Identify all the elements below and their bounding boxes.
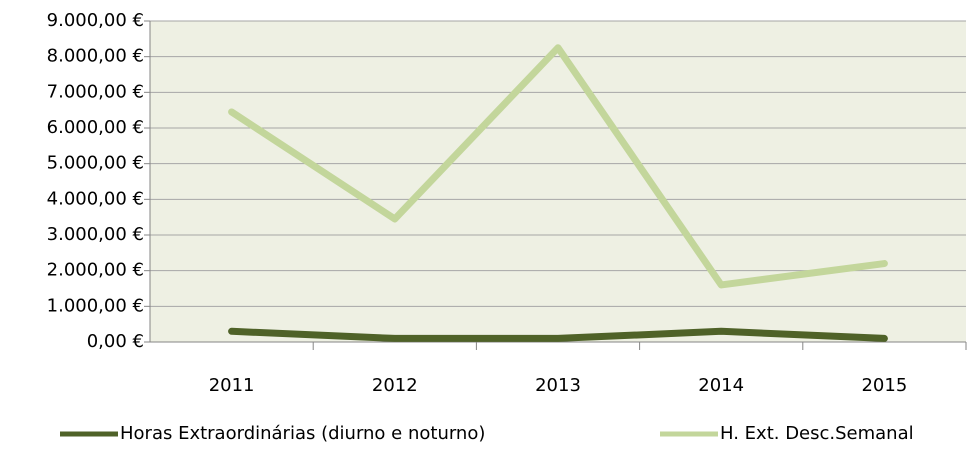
y-tick-label: 9.000,00 € <box>47 10 144 31</box>
series-line <box>228 327 888 342</box>
legend-label: H. Ext. Desc.Semanal <box>720 423 914 444</box>
x-tick-label: 2015 <box>861 375 907 396</box>
y-tick-label: 4.000,00 € <box>47 188 144 209</box>
y-tick-label: 1.000,00 € <box>47 295 144 316</box>
legend-label: Horas Extraordinárias (diurno e noturno) <box>120 423 485 444</box>
series-line <box>228 44 888 289</box>
x-tick-label: 2011 <box>209 375 255 396</box>
x-tick-label: 2014 <box>698 375 744 396</box>
y-tick-label: 0,00 € <box>87 331 144 352</box>
y-tick-label: 7.000,00 € <box>47 81 144 102</box>
x-tick-label: 2013 <box>535 375 581 396</box>
y-tick-label: 8.000,00 € <box>47 46 144 67</box>
y-tick-label: 2.000,00 € <box>47 260 144 281</box>
x-tick-label: 2012 <box>372 375 418 396</box>
y-tick-label: 3.000,00 € <box>47 224 144 245</box>
y-tick-label: 5.000,00 € <box>47 153 144 174</box>
y-tick-label: 6.000,00 € <box>47 117 144 138</box>
plot-area <box>150 21 966 342</box>
